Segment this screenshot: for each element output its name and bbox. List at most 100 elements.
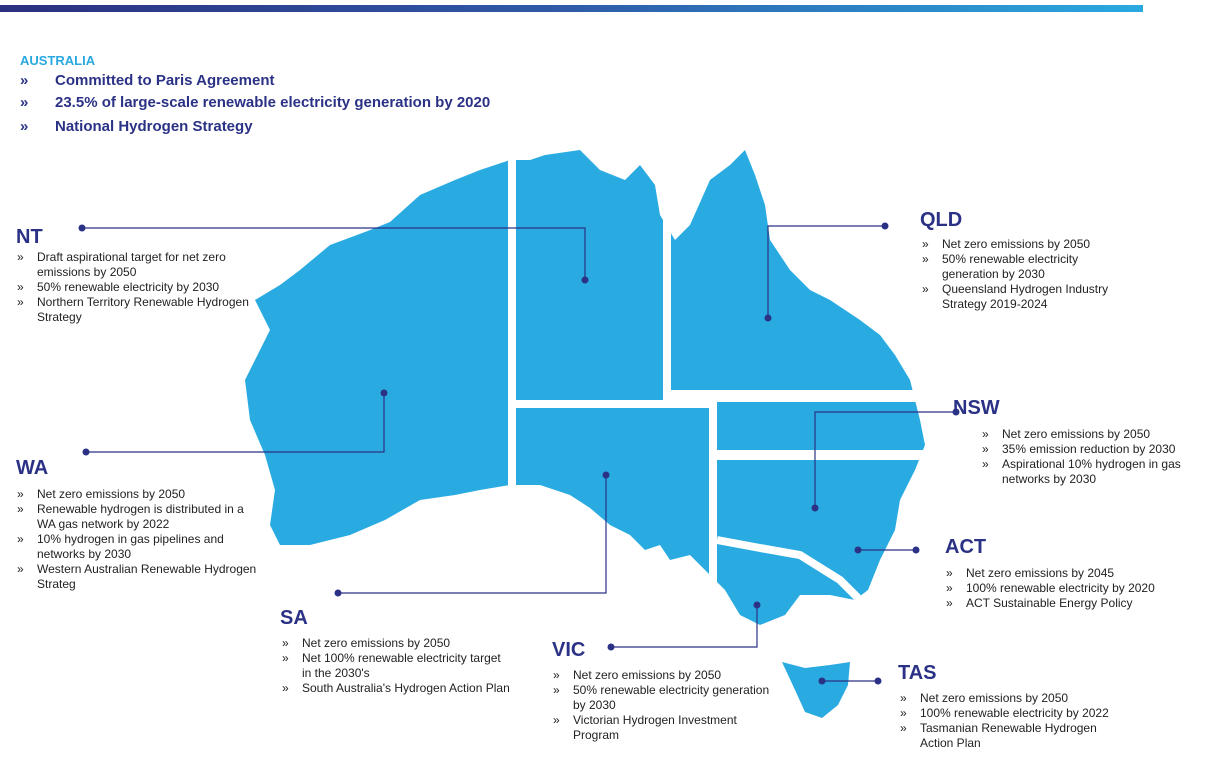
item-text: Net zero emissions by 2050: [302, 636, 451, 650]
leader-dots: [78, 222, 960, 685]
bullet-marker: »: [553, 683, 560, 697]
tasmania: [782, 662, 850, 718]
region-item: » 100% renewable electricity by 2022: [900, 706, 1120, 721]
item-text: Net zero emissions by 2050: [942, 237, 1091, 251]
bullet-marker: »: [17, 280, 24, 294]
bullet-marker: »: [553, 713, 560, 727]
region-item: » 50% renewable electricity generation by…: [553, 683, 773, 713]
region-items: » Net zero emissions by 2050 » 50% renewabl…: [922, 237, 1132, 312]
bullet-marker: »: [282, 681, 289, 695]
item-text: Net zero emissions by 2050: [37, 487, 186, 501]
item-text: 50% renewable electricity generation by …: [573, 683, 770, 712]
borders: [508, 150, 930, 610]
header-title: AUSTRALIA: [20, 53, 96, 68]
region-items: » Net zero emissions by 2050 » 35% emission…: [982, 427, 1217, 487]
item-text: Net zero emissions by 2045: [966, 566, 1115, 580]
item-text: Victorian Hydrogen Investment Program: [573, 713, 737, 742]
item-text: 100% renewable electricity by 2020: [966, 581, 1155, 595]
region-item: » Net zero emissions by 2050: [982, 427, 1217, 442]
region-title: SA: [280, 607, 308, 629]
region-item: » Net zero emissions by 2050: [553, 668, 773, 683]
bullet-marker: »: [17, 487, 24, 501]
bullet-text: National Hydrogen Strategy: [55, 118, 253, 135]
item-text: Net 100% renewable electricity target in…: [302, 651, 501, 680]
item-text: Tasmanian Renewable Hydrogen Action Plan: [920, 721, 1097, 750]
region-item: » 100% renewable electricity by 2020: [946, 581, 1201, 596]
bullet-marker: »: [900, 721, 907, 735]
bullet-marker: »: [282, 636, 289, 650]
region-items: » Net zero emissions by 2045 » 100% renewab…: [946, 566, 1201, 611]
item-text: Queensland Hydrogen Industry Strategy 20…: [942, 282, 1109, 311]
bullet-marker: »: [17, 295, 24, 309]
top-bar: [0, 5, 1143, 12]
bullet-marker: »: [20, 118, 29, 135]
region-item: » 50% renewable electricity generation by…: [922, 252, 1132, 282]
item-text: 10% hydrogen in gas pipelines and networ…: [37, 532, 224, 561]
item-text: South Australia's Hydrogen Action Plan: [302, 681, 510, 695]
region-items: » Net zero emissions by 2050 » Renewable hy…: [17, 487, 262, 592]
item-text: Northern Territory Renewable Hydrogen St…: [37, 295, 249, 324]
region-title: ACT: [945, 536, 987, 558]
region-item: » ACT Sustainable Energy Policy: [946, 596, 1201, 611]
bullet-marker: »: [553, 668, 560, 682]
region-title: TAS: [898, 662, 937, 684]
bullet-marker: »: [17, 502, 24, 516]
bullet-marker: »: [20, 94, 29, 111]
bullet-marker: »: [17, 562, 24, 576]
bullet-marker: »: [946, 596, 953, 610]
region-item: » Net zero emissions by 2045: [946, 566, 1201, 581]
header-bullet: » Committed to Paris Agreement: [20, 72, 275, 89]
item-text: Net zero emissions by 2050: [573, 668, 722, 682]
region-title: VIC: [552, 639, 586, 661]
region-item: » Renewable hydrogen is distributed in a …: [17, 502, 262, 532]
bullet-marker: »: [282, 651, 289, 665]
region-items: » Net zero emissions by 2050 » Net 100% ren…: [282, 636, 512, 696]
region-item: » Western Australian Renewable Hydrogen S…: [17, 562, 262, 592]
region-item: » Net zero emissions by 2050: [17, 487, 262, 502]
region-item: » Victorian Hydrogen Investment Program: [553, 713, 773, 743]
bullet-marker: »: [17, 250, 24, 264]
region-item: » Northern Territory Renewable Hydrogen S…: [17, 295, 262, 325]
bullet-marker: »: [900, 691, 907, 705]
mainland: [245, 150, 925, 625]
leader-lines: [82, 225, 956, 682]
header-bullet: » National Hydrogen Strategy: [20, 118, 253, 135]
header-bullet: » 23.5% of large-scale renewable electric…: [20, 94, 490, 111]
region-item: » Tasmanian Renewable Hydrogen Action Pla…: [900, 721, 1120, 751]
region-title: NT: [16, 226, 43, 248]
region-item: » Aspirational 10% hydrogen in gas networ…: [982, 457, 1217, 487]
item-text: 35% emission reduction by 2030: [1002, 442, 1176, 456]
bullet-text: 23.5% of large-scale renewable electrici…: [55, 94, 491, 111]
region-item: » Net zero emissions by 2050: [900, 691, 1120, 706]
region-items: » Draft aspirational target for net zero …: [17, 250, 262, 325]
bullet-marker: »: [922, 252, 929, 266]
bullet-text: Committed to Paris Agreement: [55, 72, 275, 89]
bullet-marker: »: [946, 566, 953, 580]
region-item: » Net zero emissions by 2050: [922, 237, 1132, 252]
region-items: » Net zero emissions by 2050 » 100% renewab…: [900, 691, 1120, 751]
bullet-marker: »: [946, 581, 953, 595]
bullet-marker: »: [922, 237, 929, 251]
item-text: 50% renewable electricity generation by …: [942, 252, 1079, 281]
region-item: » South Australia's Hydrogen Action Plan: [282, 681, 512, 696]
bullet-marker: »: [982, 457, 989, 471]
region-title: WA: [16, 457, 49, 479]
item-text: 50% renewable electricity by 2030: [37, 280, 220, 294]
bullet-marker: »: [982, 442, 989, 456]
region-item: » Net zero emissions by 2050: [282, 636, 512, 651]
item-text: 100% renewable electricity by 2022: [920, 706, 1109, 720]
region-item: » 50% renewable electricity by 2030: [17, 280, 262, 295]
region-item: » Net 100% renewable electricity target i…: [282, 651, 512, 681]
item-text: Aspirational 10% hydrogen in gas network…: [1002, 457, 1181, 486]
item-text: ACT Sustainable Energy Policy: [966, 596, 1133, 610]
bullet-marker: »: [20, 72, 29, 89]
region-items: » Net zero emissions by 2050 » 50% renewabl…: [553, 668, 773, 743]
bullet-marker: »: [922, 282, 929, 296]
item-text: Draft aspirational target for net zero e…: [37, 250, 226, 279]
item-text: Renewable hydrogen is distributed in a W…: [37, 502, 244, 531]
item-text: Net zero emissions by 2050: [920, 691, 1069, 705]
bullet-marker: »: [900, 706, 907, 720]
bullet-marker: »: [982, 427, 989, 441]
